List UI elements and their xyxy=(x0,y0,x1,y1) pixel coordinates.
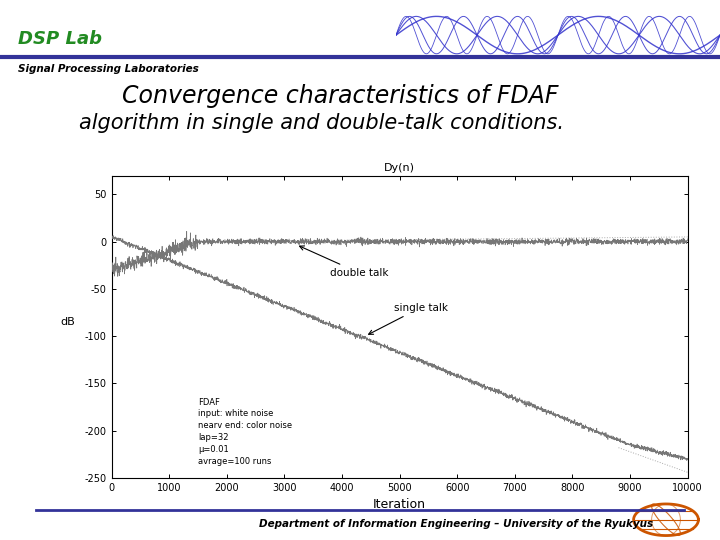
Text: algorithm in single and double-talk conditions.: algorithm in single and double-talk cond… xyxy=(79,113,564,133)
Text: single talk: single talk xyxy=(369,302,448,334)
Text: DSP Lab: DSP Lab xyxy=(18,30,102,48)
Text: Convergence characteristics of FDAF: Convergence characteristics of FDAF xyxy=(122,84,559,107)
Title: Dy(n): Dy(n) xyxy=(384,163,415,173)
Text: double talk: double talk xyxy=(300,246,389,278)
Y-axis label: dB: dB xyxy=(60,316,76,327)
X-axis label: Iteration: Iteration xyxy=(373,498,426,511)
Text: FDAF
input: white noise
nearv end: color noise
lap=32
μ=0.01
avrage=100 runs: FDAF input: white noise nearv end: color… xyxy=(198,397,292,465)
Text: Signal Processing Laboratories: Signal Processing Laboratories xyxy=(18,64,199,74)
Text: Department of Information Engineering – University of the Ryukyus: Department of Information Engineering – … xyxy=(259,519,653,530)
